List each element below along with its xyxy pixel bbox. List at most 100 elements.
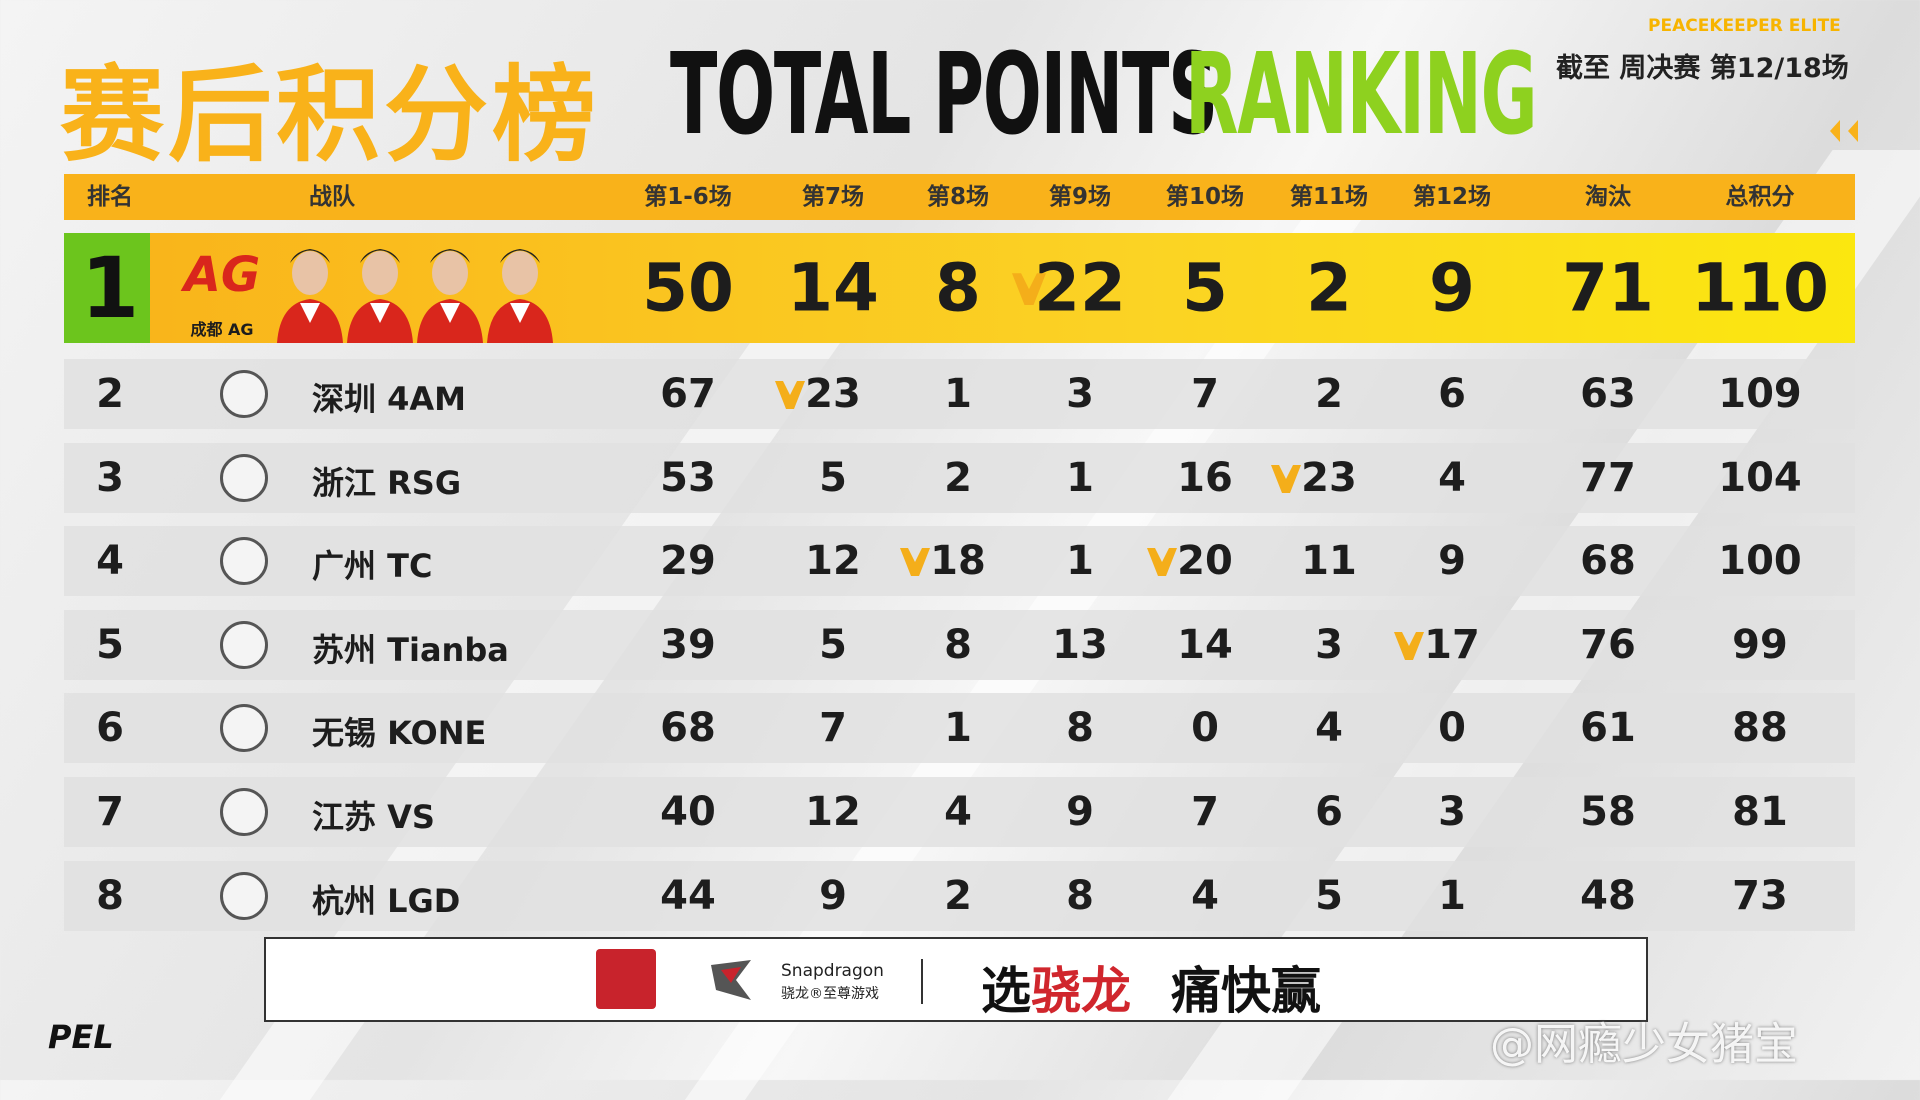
rank: 5 bbox=[96, 621, 124, 668]
score: 1 bbox=[1066, 538, 1094, 585]
score: 67 bbox=[660, 371, 716, 417]
score: 13 bbox=[1052, 621, 1108, 668]
player-photo bbox=[347, 249, 413, 343]
score: 8 bbox=[935, 249, 981, 327]
team-name: 成都 AG bbox=[190, 320, 254, 339]
score: 39 bbox=[660, 621, 716, 668]
rank: 6 bbox=[96, 705, 124, 752]
elims: 71 bbox=[1562, 249, 1654, 327]
score: 8 bbox=[1066, 872, 1094, 919]
score: 4 bbox=[1191, 872, 1219, 919]
score: 12 bbox=[805, 538, 861, 585]
score: 9 bbox=[819, 872, 847, 919]
score: 9 bbox=[1438, 538, 1466, 585]
crown-icon bbox=[1394, 631, 1424, 660]
slogan-accent: 骁龙 bbox=[1031, 962, 1131, 1020]
column-header: 第1-6场 bbox=[644, 184, 732, 210]
score: 16 bbox=[1177, 454, 1233, 501]
score: 2 bbox=[944, 872, 972, 919]
team-name: 杭州 LGD bbox=[312, 881, 461, 920]
team-logo bbox=[220, 788, 268, 836]
score: 29 bbox=[660, 538, 716, 585]
score: 9 bbox=[1429, 249, 1475, 327]
column-header: 排名 bbox=[87, 184, 133, 210]
score: 11 bbox=[1301, 538, 1357, 585]
team-name: 深圳 4AM bbox=[312, 380, 467, 418]
row-bg bbox=[64, 526, 1855, 597]
total: 100 bbox=[1718, 538, 1802, 585]
title-en-accent: RANKING bbox=[1185, 30, 1538, 160]
team-name: 无锡 KONE bbox=[312, 714, 487, 753]
score: 3 bbox=[1066, 371, 1094, 417]
score: 14 bbox=[787, 249, 879, 327]
brand: PEACEKEEPER ELITE bbox=[1648, 16, 1841, 36]
score: 12 bbox=[805, 789, 861, 835]
sponsor-name: Snapdragon bbox=[781, 961, 884, 981]
column-header: 淘汰 bbox=[1585, 184, 1631, 210]
column-header: 战队 bbox=[309, 184, 355, 210]
title-cn: 赛后积分榜 bbox=[60, 54, 601, 176]
crown-icon bbox=[775, 381, 805, 409]
score: 5 bbox=[819, 621, 847, 668]
column-header: 总积分 bbox=[1725, 184, 1795, 210]
score: 8 bbox=[1066, 705, 1094, 752]
column-header: 第8场 bbox=[926, 184, 990, 210]
team-name: 江苏 VS bbox=[312, 798, 435, 836]
score: 4 bbox=[1315, 705, 1343, 752]
total: 88 bbox=[1732, 705, 1788, 752]
score: 7 bbox=[1191, 789, 1219, 835]
score: 68 bbox=[660, 705, 716, 752]
column-header: 第12场 bbox=[1412, 184, 1492, 210]
total: 81 bbox=[1732, 789, 1788, 835]
score: 1 bbox=[1438, 872, 1466, 919]
score: 4 bbox=[1438, 454, 1466, 501]
team-logo bbox=[220, 620, 268, 669]
team-name: 广州 TC bbox=[312, 547, 433, 586]
total: 99 bbox=[1732, 621, 1788, 668]
score: 3 bbox=[1315, 621, 1343, 668]
team-logo bbox=[220, 704, 268, 753]
elims: 77 bbox=[1580, 454, 1636, 501]
chip-icon bbox=[596, 949, 656, 1009]
crown-icon bbox=[1012, 273, 1046, 305]
header-bar bbox=[64, 174, 1855, 220]
rank: 1 bbox=[80, 239, 140, 337]
elims: 63 bbox=[1580, 371, 1636, 417]
score: 2 bbox=[944, 454, 972, 501]
score: 1 bbox=[944, 705, 972, 752]
score: 22 bbox=[1034, 249, 1126, 327]
divider bbox=[921, 959, 923, 1004]
score: 40 bbox=[660, 789, 716, 835]
score: 2 bbox=[1306, 249, 1352, 327]
score: 3 bbox=[1438, 789, 1466, 835]
team-name: 苏州 Tianba bbox=[312, 630, 509, 669]
leader-rank-bg bbox=[64, 233, 150, 343]
slogan-part: 痛快赢 bbox=[1171, 962, 1321, 1020]
crown-icon bbox=[1271, 464, 1301, 493]
row-bg bbox=[64, 777, 1855, 847]
team-logo bbox=[220, 871, 268, 920]
rank: 8 bbox=[96, 872, 124, 919]
score: 1 bbox=[944, 371, 972, 417]
rank: 3 bbox=[96, 454, 124, 501]
score: 8 bbox=[944, 621, 972, 668]
score: 5 bbox=[1315, 872, 1343, 919]
team-logo bbox=[220, 370, 268, 418]
score: 7 bbox=[1191, 371, 1219, 417]
player-photo bbox=[417, 249, 483, 343]
score: 2 bbox=[1315, 371, 1343, 417]
column-header: 第10场 bbox=[1165, 184, 1245, 210]
elims: 76 bbox=[1580, 621, 1636, 668]
row-bg bbox=[64, 860, 1855, 931]
row-bg bbox=[64, 693, 1855, 764]
sponsor-banner: Snapdragon 骁龙®至尊游戏 选骁龙 痛快赢 bbox=[264, 937, 1648, 1022]
team-name: 浙江 RSG bbox=[312, 463, 462, 502]
sponsor-sub: 骁龙®至尊游戏 bbox=[781, 986, 879, 1002]
slogan: 选骁龙 痛快赢 bbox=[981, 951, 1321, 1023]
score: 9 bbox=[1066, 789, 1094, 835]
score: 7 bbox=[819, 705, 847, 752]
score: 50 bbox=[642, 249, 734, 327]
sponsor-icon bbox=[711, 960, 751, 1000]
team-logo bbox=[220, 453, 268, 502]
